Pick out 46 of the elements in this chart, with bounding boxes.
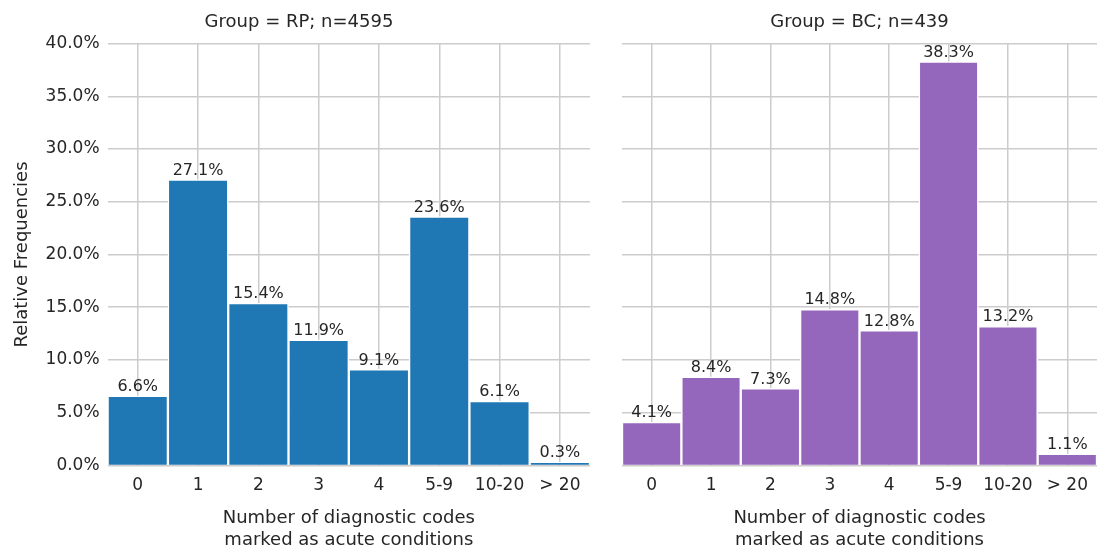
y-tick-label: 30.0%: [45, 137, 100, 158]
data-label: 38.3%: [923, 41, 974, 61]
x-tick-label: 0: [646, 474, 658, 495]
x-tick-label: 5-9: [934, 474, 963, 495]
y-tick-label: 20.0%: [45, 242, 100, 263]
x-tick-label: 3: [824, 474, 836, 495]
y-tick-label: 10.0%: [45, 348, 100, 369]
y-axis-title: Relative Frequencies: [10, 161, 32, 348]
x-tick-label: 1: [192, 474, 204, 495]
x-tick-label: 5-9: [425, 474, 454, 495]
x-tick-label: 1: [705, 474, 717, 495]
x-axis-title: Number of diagnostic codes marked as acute conditions: [733, 506, 986, 549]
y-tick-label: 5.0%: [56, 401, 100, 422]
data-label: 4.1%: [631, 402, 673, 422]
x-tick-label: 3: [313, 474, 325, 495]
data-label: 0.3%: [539, 442, 581, 462]
y-tick-label: 15.0%: [45, 295, 100, 316]
x-axis-title: Number of diagnostic codes marked as acute conditions: [222, 506, 475, 549]
data-label: 9.1%: [358, 349, 400, 369]
data-label: 11.9%: [293, 320, 345, 340]
data-label: 12.8%: [863, 310, 915, 330]
y-tick-label: 40.0%: [45, 32, 100, 53]
data-label: 8.4%: [690, 356, 732, 376]
data-label: 1.1%: [1046, 433, 1088, 453]
data-label: 15.4%: [232, 283, 284, 303]
y-tick-label: 0.0%: [56, 453, 100, 474]
x-tick-label: 4: [883, 474, 895, 495]
data-label: 27.1%: [172, 159, 224, 179]
x-tick-label: 10-20: [983, 474, 1033, 495]
data-label: 14.8%: [804, 289, 856, 309]
data-label: 7.3%: [750, 368, 791, 388]
y-tick-label: 35.0%: [45, 84, 100, 105]
x-tick-label: 2: [252, 474, 264, 495]
x-tick-label: 10-20: [474, 474, 525, 495]
chart-title: Group = RP; n=4595: [204, 10, 394, 32]
data-label: 6.1%: [479, 381, 520, 401]
data-label: 6.6%: [117, 375, 159, 395]
data-label: 23.6%: [413, 196, 465, 216]
x-tick-label: 0: [132, 474, 144, 495]
x-tick-label: > 20: [1046, 474, 1088, 495]
chart-title: Group = BC; n=439: [770, 10, 949, 32]
x-tick-label: 2: [765, 474, 776, 495]
data-label: 13.2%: [982, 306, 1034, 326]
x-tick-label: 4: [373, 474, 385, 495]
y-tick-label: 25.0%: [45, 190, 100, 211]
x-tick-label: > 20: [539, 474, 581, 495]
